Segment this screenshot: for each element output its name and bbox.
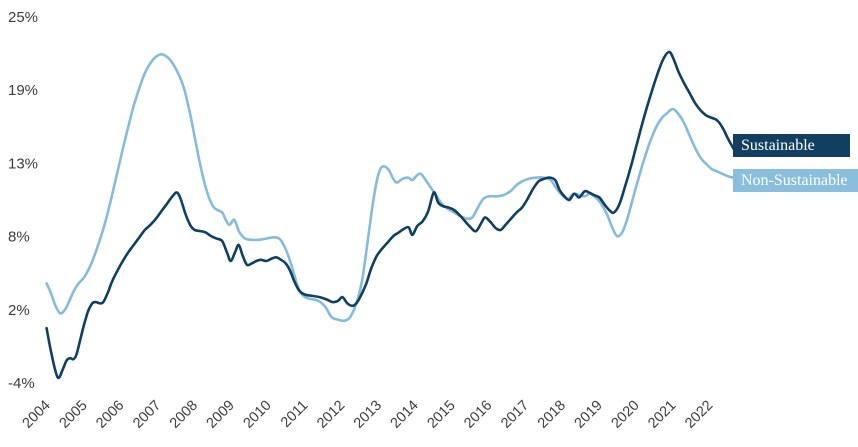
x-axis-label: 2012: [314, 398, 348, 432]
x-axis-label: 2008: [167, 398, 201, 432]
x-axis-label: 2010: [240, 398, 274, 432]
x-axis-label: 2006: [93, 398, 127, 432]
y-axis-label: 8%: [8, 229, 30, 246]
y-axis-label: 25%: [8, 9, 38, 26]
x-axis-label: 2011: [278, 398, 311, 431]
x-axis-label: 2009: [204, 398, 238, 432]
x-axis-label: 2016: [461, 398, 495, 432]
series-line-sustainable: [45, 50, 735, 380]
x-axis-label: 2020: [608, 398, 642, 432]
legend-sustainable: Sustainable: [733, 134, 850, 157]
x-axis-label: 2017: [498, 398, 532, 432]
legend-non-sustainable: Non-Sustainable: [733, 169, 858, 192]
x-axis-label: 2022: [682, 398, 716, 432]
x-axis-label: 2019: [572, 398, 606, 432]
x-axis-label: 2013: [351, 398, 385, 432]
legend-sustainable-label: Sustainable: [741, 137, 815, 154]
x-axis-label: 2007: [130, 398, 164, 432]
x-axis-label: 2014: [388, 398, 422, 432]
x-axis: 2004 2005 2006 2007 2008 2009 2010 2011 2012 2013…: [20, 398, 717, 432]
y-axis-label: 2%: [8, 302, 30, 319]
x-axis-label: 2004: [20, 398, 54, 432]
series-line-non-sustainable: [45, 53, 735, 323]
y-axis: 25% 19% 13% 8% 2% -4%: [8, 9, 38, 392]
x-axis-label: 2021: [645, 398, 679, 432]
series-lines: [45, 50, 735, 380]
y-axis-label: -4%: [8, 375, 35, 392]
x-axis-label: 2005: [56, 398, 90, 432]
legend-non-sustainable-label: Non-Sustainable: [741, 172, 848, 189]
y-axis-label: 19%: [8, 82, 38, 99]
x-axis-label: 2018: [535, 398, 569, 432]
y-axis-label: 13%: [8, 155, 38, 172]
x-axis-label: 2015: [424, 398, 458, 432]
